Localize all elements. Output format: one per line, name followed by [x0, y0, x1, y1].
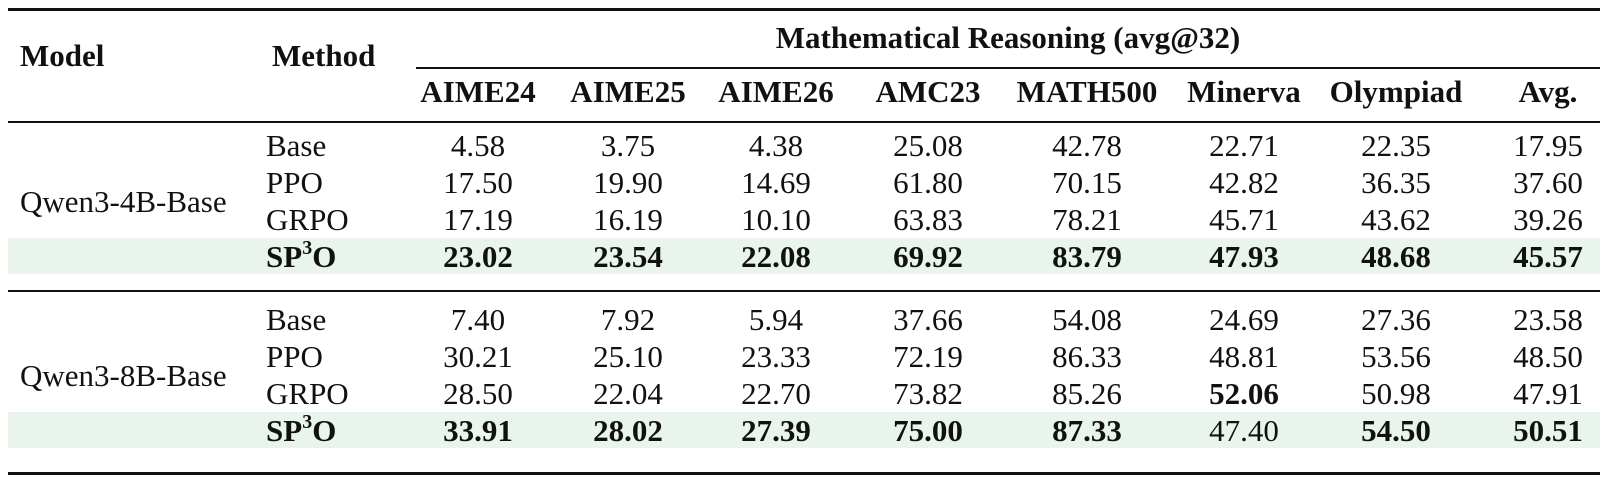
- value-cell: 28.50: [443, 376, 513, 411]
- value-cell: 37.66: [893, 302, 963, 337]
- value-cell: 54.50: [1361, 413, 1431, 448]
- value-cell: 36.35: [1361, 165, 1431, 200]
- value-cell: 73.82: [893, 376, 963, 411]
- value-cell: 17.50: [443, 165, 513, 200]
- value-cell: 23.58: [1513, 302, 1583, 337]
- value-cell: 3.75: [600, 128, 656, 163]
- value-cell: 78.21: [1052, 202, 1122, 237]
- column-header: AMC23: [875, 74, 981, 109]
- value-cell: 53.56: [1361, 339, 1431, 374]
- method-cell: Base: [266, 128, 327, 163]
- value-cell: 25.10: [593, 339, 663, 374]
- value-cell: 33.91: [443, 413, 513, 448]
- value-cell: 28.02: [593, 413, 663, 448]
- group-separator-rule: [8, 290, 1600, 292]
- group-header: Mathematical Reasoning (avg@32): [775, 20, 1241, 55]
- value-cell: 37.60: [1513, 165, 1583, 200]
- column-header: Avg.: [1518, 74, 1578, 109]
- column-header: Olympiad: [1329, 74, 1463, 109]
- value-cell: 24.69: [1209, 302, 1279, 337]
- value-cell: 17.19: [443, 202, 513, 237]
- value-cell: 4.38: [748, 128, 804, 163]
- method-cell: PPO: [266, 165, 323, 200]
- value-cell: 43.62: [1361, 202, 1431, 237]
- model-header: Model: [20, 38, 105, 73]
- value-cell: 52.06: [1209, 376, 1279, 411]
- column-header: AIME24: [420, 74, 536, 109]
- value-cell: 50.98: [1361, 376, 1431, 411]
- value-cell: 10.10: [741, 202, 811, 237]
- value-cell: 45.57: [1513, 239, 1583, 274]
- column-header: Minerva: [1187, 74, 1301, 109]
- value-cell: 69.92: [893, 239, 963, 274]
- value-cell: 17.95: [1513, 128, 1583, 163]
- value-cell: 87.33: [1052, 413, 1122, 448]
- column-header: MATH500: [1016, 74, 1158, 109]
- value-cell: 54.08: [1052, 302, 1122, 337]
- value-cell: 22.71: [1209, 128, 1279, 163]
- value-cell: 47.40: [1209, 413, 1279, 448]
- method-cell: Base: [266, 302, 327, 337]
- method-header: Method: [272, 38, 376, 73]
- value-cell: 39.26: [1513, 202, 1583, 237]
- value-cell: 47.93: [1209, 239, 1279, 274]
- value-cell: 23.54: [593, 239, 663, 274]
- highlight-band: [8, 412, 1600, 448]
- value-cell: 85.26: [1052, 376, 1122, 411]
- value-cell: 48.68: [1361, 239, 1431, 274]
- value-cell: 14.69: [741, 165, 811, 200]
- value-cell: 72.19: [893, 339, 963, 374]
- value-cell: 63.83: [893, 202, 963, 237]
- column-header: AIME26: [718, 74, 834, 109]
- value-cell: 16.19: [593, 202, 663, 237]
- group-cmidrule: [416, 67, 1600, 69]
- value-cell: 23.33: [741, 339, 811, 374]
- value-cell: 50.51: [1513, 413, 1583, 448]
- bottom-rule: [8, 472, 1600, 475]
- value-cell: 42.78: [1052, 128, 1122, 163]
- value-cell: 27.36: [1361, 302, 1431, 337]
- value-cell: 45.71: [1209, 202, 1279, 237]
- value-cell: 48.50: [1513, 339, 1583, 374]
- value-cell: 42.82: [1209, 165, 1279, 200]
- value-cell: 4.58: [450, 128, 506, 163]
- value-cell: 7.40: [450, 302, 506, 337]
- value-cell: 47.91: [1513, 376, 1583, 411]
- method-cell: SP3O: [266, 236, 337, 274]
- value-cell: 25.08: [893, 128, 963, 163]
- value-cell: 48.81: [1209, 339, 1279, 374]
- model-cell: Qwen3-4B-Base: [20, 183, 227, 219]
- method-cell: GRPO: [266, 376, 349, 411]
- value-cell: 27.39: [741, 413, 811, 448]
- column-header: AIME25: [570, 74, 686, 109]
- value-cell: 23.02: [443, 239, 513, 274]
- value-cell: 22.35: [1361, 128, 1431, 163]
- method-cell: GRPO: [266, 202, 349, 237]
- value-cell: 86.33: [1052, 339, 1122, 374]
- value-cell: 83.79: [1052, 239, 1122, 274]
- header-rule: [8, 121, 1600, 123]
- value-cell: 22.70: [741, 376, 811, 411]
- value-cell: 70.15: [1052, 165, 1122, 200]
- method-cell: PPO: [266, 339, 323, 374]
- highlight-band: [8, 238, 1600, 274]
- model-cell: Qwen3-8B-Base: [20, 357, 227, 393]
- value-cell: 19.90: [593, 165, 663, 200]
- value-cell: 22.04: [593, 376, 663, 411]
- value-cell: 75.00: [893, 413, 963, 448]
- value-cell: 30.21: [443, 339, 513, 374]
- top-rule: [8, 8, 1600, 11]
- value-cell: 22.08: [741, 239, 811, 274]
- method-cell: SP3O: [266, 410, 337, 448]
- value-cell: 7.92: [600, 302, 656, 337]
- value-cell: 5.94: [748, 302, 804, 337]
- value-cell: 61.80: [893, 165, 963, 200]
